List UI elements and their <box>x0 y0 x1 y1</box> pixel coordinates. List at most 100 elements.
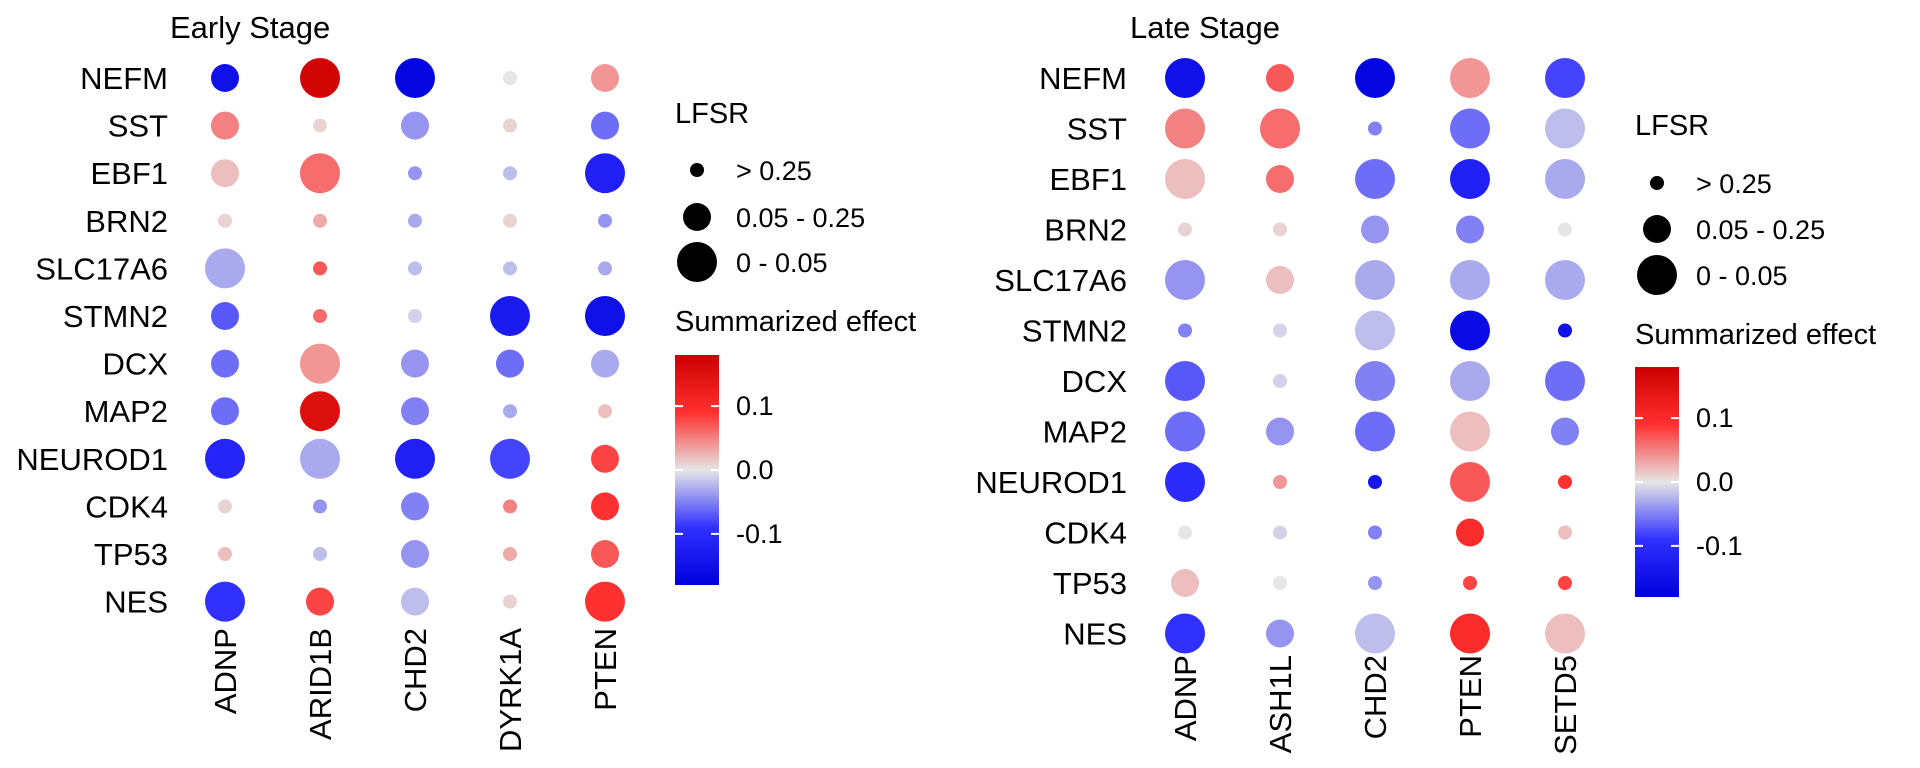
row-label-nes: NES <box>1063 617 1127 652</box>
column-label-pten: PTEN <box>588 628 623 711</box>
row-label-tp53: TP53 <box>94 537 168 572</box>
column-label-chd2: CHD2 <box>398 628 433 712</box>
dot-nefm-pten <box>1450 58 1490 98</box>
column-label-dyrk1a: DYRK1A <box>493 628 528 752</box>
dot-map2-adnp <box>211 397 239 426</box>
dot-cdk4-ash1l <box>1273 525 1287 540</box>
dot-stmn2-adnp <box>211 302 239 330</box>
dot-tp53-chd2 <box>1368 576 1382 590</box>
row-label-stmn2: STMN2 <box>1022 314 1127 349</box>
dot-slc17a6-chd2 <box>408 261 422 276</box>
color-bar-tick-label: -0.1 <box>736 519 783 549</box>
row-label-dcx: DCX <box>1062 364 1128 399</box>
dot-cdk4-dyrk1a <box>503 499 517 514</box>
dot-nes-adnp <box>205 581 245 622</box>
column-label-pten: PTEN <box>1453 655 1488 738</box>
size-legend-title: LFSR <box>1635 110 1709 142</box>
dot-neurod1-pten <box>1450 462 1490 502</box>
row-labels: NEFM SST EBF1 BRN2 SLC17A6 STMN2 DCX MAP2 NEUROD… <box>16 61 168 620</box>
row-label-nefm: NEFM <box>1039 61 1127 96</box>
dot-nes-chd2 <box>1355 613 1395 654</box>
dot-neurod1-dyrk1a <box>490 438 530 479</box>
dot-stmn2-adnp <box>1178 323 1192 338</box>
dot-stmn2-pten <box>1450 310 1490 351</box>
dot-brn2-pten <box>1456 215 1484 244</box>
dot-dcx-adnp <box>1165 361 1205 401</box>
size-legend-label: 0 - 0.05 <box>736 248 828 278</box>
dot-map2-adnp <box>1165 411 1205 452</box>
dot-map2-ash1l <box>1266 417 1294 446</box>
size-legend-label: 0.05 - 0.25 <box>736 203 865 233</box>
row-label-nes: NES <box>104 585 168 620</box>
dot-slc17a6-pten <box>598 261 612 276</box>
dot-neurod1-arid1b <box>300 438 340 479</box>
dot-cdk4-pten <box>1456 518 1484 547</box>
dot-nes-pten <box>1450 613 1490 654</box>
row-label-sst: SST <box>1067 112 1127 147</box>
dot-neurod1-adnp <box>205 438 245 479</box>
dot-stmn2-pten <box>585 296 625 336</box>
dot-map2-arid1b <box>300 391 340 432</box>
dot-nefm-arid1b <box>300 58 340 98</box>
dot-map2-chd2 <box>401 397 429 426</box>
dot-sst-dyrk1a <box>503 118 517 133</box>
row-label-cdk4: CDK4 <box>85 489 168 524</box>
dot-sst-setd5 <box>1545 108 1585 149</box>
dot-dcx-setd5 <box>1545 361 1585 401</box>
size-legend-label: > 0.25 <box>1696 169 1772 199</box>
dot-ebf1-chd2 <box>408 166 422 181</box>
color-bar-tick-label: 0.0 <box>1696 467 1734 497</box>
size-legend: LFSR > 0.25 0.05 - 0.25 0 - 0.05 <box>1635 110 1825 295</box>
dot-tp53-adnp <box>1171 569 1199 597</box>
column-labels: ADNP ARID1B CHD2 DYRK1A PTEN <box>208 628 623 752</box>
color-bar-tick-label: 0.1 <box>736 391 774 421</box>
dot-tp53-chd2 <box>401 540 429 568</box>
dot-cdk4-pten <box>591 492 619 521</box>
dot-sst-pten <box>1450 108 1490 149</box>
size-legend-dot <box>1643 215 1671 243</box>
dot-nefm-pten <box>591 64 619 92</box>
dot-nefm-ash1l <box>1266 64 1294 92</box>
dot-nes-ash1l <box>1266 619 1294 648</box>
column-label-ash1l: ASH1L <box>1263 655 1298 753</box>
dot-slc17a6-setd5 <box>1545 260 1585 300</box>
dot-nes-adnp <box>1165 613 1205 654</box>
row-label-brn2: BRN2 <box>85 204 168 239</box>
dot-brn2-chd2 <box>1361 215 1389 244</box>
dot-brn2-adnp <box>1178 222 1192 237</box>
row-label-ebf1: EBF1 <box>90 156 168 191</box>
dot-sst-adnp <box>211 111 239 140</box>
dot-tp53-ash1l <box>1273 576 1287 590</box>
row-label-tp53: TP53 <box>1053 566 1127 601</box>
dot-dcx-pten <box>591 349 619 378</box>
dot-nes-chd2 <box>401 587 429 616</box>
color-legend-title: Summarized effect <box>675 306 916 338</box>
row-label-stmn2: STMN2 <box>63 299 168 334</box>
column-labels: ADNP ASH1L CHD2 PTEN SETD5 <box>1168 655 1583 755</box>
size-legend-dot <box>677 242 717 282</box>
dot-cdk4-adnp <box>1178 525 1192 540</box>
dot-tp53-pten <box>591 540 619 568</box>
dot-nes-arid1b <box>306 587 334 616</box>
dot-ebf1-adnp <box>1165 159 1205 199</box>
color-bar-tick-label: 0.1 <box>1696 403 1734 433</box>
size-legend: LFSR > 0.25 0.05 - 0.25 0 - 0.05 <box>675 98 865 282</box>
color-bar-tick-label: 0.0 <box>736 455 774 485</box>
row-label-neurod1: NEUROD1 <box>975 465 1127 500</box>
dot-nes-setd5 <box>1545 613 1585 654</box>
column-label-adnp: ADNP <box>208 628 243 714</box>
dot-brn2-dyrk1a <box>503 213 517 228</box>
dot-stmn2-dyrk1a <box>490 296 530 336</box>
dot-stmn2-setd5 <box>1558 323 1572 338</box>
color-legend: Summarized effect 0.1 0.0 -0.1 <box>675 306 916 585</box>
dot-map2-chd2 <box>1355 411 1395 452</box>
dot-stmn2-arid1b <box>313 309 327 323</box>
dot-map2-pten <box>598 404 612 419</box>
panel-late-stage: Late Stage NEFM SST EBF1 BRN2 SLC17A6 STMN2 DC… <box>975 10 1876 755</box>
row-label-cdk4: CDK4 <box>1044 516 1127 551</box>
color-legend: Summarized effect 0.1 0.0 -0.1 <box>1635 319 1876 597</box>
row-label-slc17a6: SLC17A6 <box>35 251 168 286</box>
row-label-sst: SST <box>108 109 168 144</box>
dot-sst-adnp <box>1165 108 1205 149</box>
dot-stmn2-ash1l <box>1273 323 1287 338</box>
